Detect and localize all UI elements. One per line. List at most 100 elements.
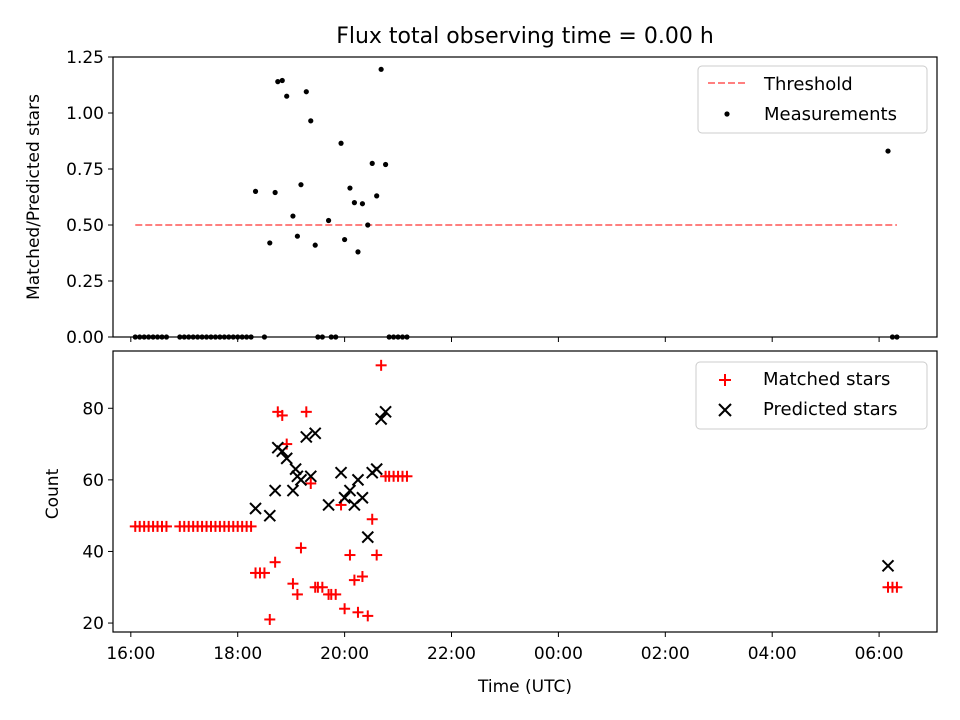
predicted-star-point: [263, 509, 276, 522]
matched-star-point: [291, 588, 303, 600]
predicted-star-point: [286, 484, 300, 497]
predicted-star-point: [356, 491, 369, 504]
matched-star-point: [330, 588, 342, 600]
x-tick-label: 16:00: [106, 644, 155, 664]
matched-star-point: [295, 542, 307, 554]
predicted-star-point: [370, 462, 383, 476]
measurement-point: [275, 79, 281, 85]
count-y-tick-label: 60: [82, 471, 104, 491]
x-tick-label: 00:00: [534, 644, 583, 664]
count-y-axis-label: Count: [43, 468, 63, 519]
matched-star-point: [160, 520, 172, 532]
predicted-star-point: [304, 470, 317, 483]
matched-star-point: [344, 549, 356, 561]
predicted-legend-swatch: [718, 403, 732, 417]
measurements-legend-label: Measurements: [764, 104, 897, 125]
measurement-point: [369, 160, 375, 166]
matched-star-point: [287, 578, 299, 590]
matched-star-point: [258, 567, 270, 579]
predicted-star-point: [361, 530, 374, 544]
predicted-star-point: [343, 484, 357, 497]
count-panel: 20 40 60 80 16:00 18:00 20:00 22:00 00:00 02:00 0…: [43, 350, 938, 697]
matched-star-point: [371, 549, 383, 561]
measurement-point: [284, 93, 290, 99]
predicted-star-point: [379, 405, 392, 419]
x-axis-label: Time (UTC): [477, 677, 572, 697]
ratio-y-tick-label: 0.75: [66, 160, 104, 180]
figure-title: Flux total observing time = 0.00 h: [336, 24, 714, 49]
predicted-star-point: [881, 559, 895, 572]
x-tick-label: 18:00: [213, 644, 262, 664]
ratio-y-tick-label: 1.00: [66, 104, 104, 124]
x-tick-label: 02:00: [641, 644, 690, 664]
ratio-y-axis-label: Matched/Predicted stars: [24, 94, 44, 300]
predicted-star-point: [249, 502, 262, 515]
measurement-point: [885, 148, 891, 154]
measurement-point: [378, 66, 384, 72]
ratio-legend-box: [697, 65, 928, 134]
measurement-point: [298, 182, 304, 188]
measurement-point: [365, 222, 371, 228]
count-legend: Matched stars Predicted stars: [695, 361, 928, 430]
matched-star-point: [348, 574, 360, 586]
matched-star-point: [269, 556, 281, 568]
ratio-y-tick-label: 0.25: [66, 272, 104, 292]
measurement-point: [272, 189, 278, 196]
matched-star-point: [305, 477, 317, 489]
count-legend-box: [695, 361, 928, 430]
matched-star-point: [352, 606, 364, 618]
predicted-star-point: [309, 427, 322, 440]
x-tick-label: 20:00: [320, 644, 369, 664]
predicted-star-point: [289, 462, 302, 476]
measurement-point: [290, 213, 296, 219]
measurement-point: [338, 140, 344, 146]
measurement-point: [374, 193, 380, 199]
ratio-legend: Threshold Measurements: [697, 65, 928, 134]
measurement-point: [252, 188, 259, 194]
matched-star-point: [300, 406, 312, 418]
matched-star-point: [366, 513, 378, 525]
x-tick-label: 06:00: [855, 644, 904, 664]
measurement-point: [351, 200, 358, 206]
matched-star-point: [375, 359, 387, 371]
predicted-star-point: [300, 430, 313, 444]
predicted-star-point: [276, 445, 289, 458]
ratio-y-tick-label: 1.25: [66, 48, 104, 68]
measurement-point: [308, 118, 314, 124]
predicted-star-point: [322, 498, 335, 512]
matched-star-point: [891, 581, 903, 593]
count-y-tick-label: 40: [82, 542, 104, 562]
predicted-star-point: [294, 473, 308, 487]
measurement-point: [342, 236, 348, 243]
threshold-legend-label: Threshold: [763, 74, 853, 95]
ratio-y-tick-label: 0.00: [66, 328, 104, 348]
matched-star-point: [276, 409, 288, 421]
matched-star-point: [264, 613, 276, 625]
predicted-star-point: [338, 491, 351, 504]
predicted-star-point: [351, 473, 365, 487]
ratio-y-tick-label: 0.50: [66, 216, 104, 236]
matched-star-point: [339, 603, 351, 615]
matched-star-point: [401, 470, 413, 482]
matched-star-point: [316, 581, 328, 593]
measurement-point: [382, 161, 389, 168]
measurement-point: [312, 242, 318, 248]
matched-star-point: [362, 610, 374, 622]
measurement-point: [279, 77, 285, 84]
predicted-star-point: [268, 484, 282, 497]
measurement-point: [347, 185, 353, 191]
x-tick-label: 22:00: [427, 644, 476, 664]
measurement-point: [303, 89, 309, 95]
predicted-star-point: [334, 466, 348, 479]
matched-star-point: [356, 571, 368, 583]
predicted-legend-label: Predicted stars: [763, 399, 897, 420]
ratio-axes-frame: [112, 56, 938, 338]
measurements-legend-swatch: [724, 111, 730, 117]
measurement-point: [294, 233, 300, 239]
predicted-star-point: [280, 452, 293, 465]
count-y-tick-label: 80: [82, 399, 104, 419]
measurement-point: [355, 249, 361, 255]
count-y-tick-label: 20: [82, 614, 104, 634]
x-tick-label: 04:00: [748, 644, 797, 664]
